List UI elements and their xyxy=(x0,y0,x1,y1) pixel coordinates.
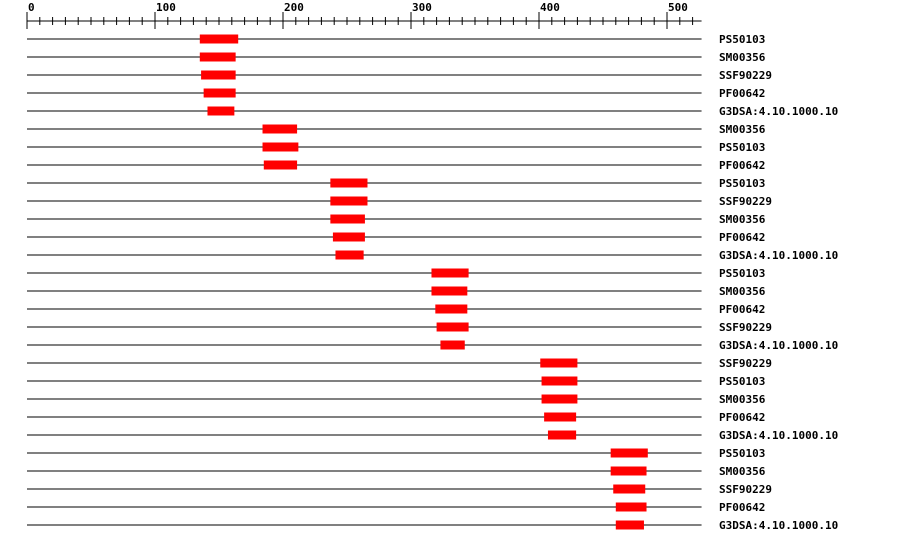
domain-row: PS50103 xyxy=(27,177,765,190)
domain-row: SSF90229 xyxy=(27,321,772,334)
domain-row: G3DSA:4.10.1000.10 xyxy=(27,339,838,352)
domain-row: PS50103 xyxy=(27,267,765,280)
domain-row: PF00642 xyxy=(27,303,765,316)
domain-label: PS50103 xyxy=(719,177,765,190)
domain-label: SM00356 xyxy=(719,51,766,64)
domain-bar xyxy=(431,268,469,278)
domain-bar xyxy=(540,358,578,368)
domain-label: SSF90229 xyxy=(719,195,772,208)
domain-row: SSF90229 xyxy=(27,69,772,82)
domain-label: PF00642 xyxy=(719,159,765,172)
domain-label: SM00356 xyxy=(719,213,766,226)
axis-tick-label: 100 xyxy=(156,1,176,14)
domain-label: PS50103 xyxy=(719,447,765,460)
domain-bar xyxy=(262,142,299,152)
domain-bar xyxy=(615,502,647,512)
domain-row: PF00642 xyxy=(27,87,765,100)
domain-row: PS50103 xyxy=(27,33,765,46)
domain-label: G3DSA:4.10.1000.10 xyxy=(719,429,838,442)
domain-bar xyxy=(610,466,647,476)
domain-row: PS50103 xyxy=(27,447,765,460)
domain-row: PF00642 xyxy=(27,501,765,514)
axis-tick-label: 300 xyxy=(412,1,432,14)
domain-label: PS50103 xyxy=(719,141,765,154)
domain-bar xyxy=(330,214,365,224)
domain-label: PF00642 xyxy=(719,231,765,244)
domain-label: PS50103 xyxy=(719,33,765,46)
domain-bar xyxy=(207,106,235,116)
domain-label: PS50103 xyxy=(719,375,765,388)
domain-label: PF00642 xyxy=(719,501,765,514)
domain-row: SM00356 xyxy=(27,465,766,478)
domain-bar xyxy=(431,286,468,296)
domain-bar xyxy=(330,178,368,188)
domain-bar xyxy=(610,448,648,458)
domain-row: SM00356 xyxy=(27,285,766,298)
axis-tick-label: 200 xyxy=(284,1,304,14)
domain-bar xyxy=(199,34,239,44)
domain-label: SSF90229 xyxy=(719,69,772,82)
domain-bar xyxy=(335,250,364,260)
domain-bar xyxy=(262,124,298,134)
domain-label: G3DSA:4.10.1000.10 xyxy=(719,339,838,352)
domain-row: PS50103 xyxy=(27,375,765,388)
domain-row: G3DSA:4.10.1000.10 xyxy=(27,249,838,262)
domain-label: SSF90229 xyxy=(719,483,772,496)
domain-bar xyxy=(615,520,644,530)
domain-row: SM00356 xyxy=(27,51,766,64)
domain-bar xyxy=(199,52,236,62)
domain-bar xyxy=(547,430,577,440)
domain-label: SM00356 xyxy=(719,285,766,298)
domain-label: PF00642 xyxy=(719,303,765,316)
domain-bar xyxy=(541,394,578,404)
domain-row: PF00642 xyxy=(27,159,765,172)
domain-row: SM00356 xyxy=(27,393,766,406)
domain-bar xyxy=(263,160,298,170)
domain-row: PF00642 xyxy=(27,231,765,244)
domain-row: G3DSA:4.10.1000.10 xyxy=(27,429,838,442)
domain-label: SSF90229 xyxy=(719,321,772,334)
domain-label: SSF90229 xyxy=(719,357,772,370)
domain-row: SM00356 xyxy=(27,213,766,226)
domain-bar xyxy=(332,232,365,242)
domain-bar xyxy=(541,376,578,386)
domain-label: SM00356 xyxy=(719,123,766,136)
domain-label: G3DSA:4.10.1000.10 xyxy=(719,519,838,532)
domain-label: PF00642 xyxy=(719,87,765,100)
axis-tick-label: 400 xyxy=(540,1,560,14)
axis-tick-label: 500 xyxy=(668,1,688,14)
domain-label: SM00356 xyxy=(719,393,766,406)
domain-bar xyxy=(435,304,468,314)
domain-label: PF00642 xyxy=(719,411,765,424)
domain-bar xyxy=(613,484,646,494)
axis-tick-label: 0 xyxy=(28,1,35,14)
domain-bar xyxy=(544,412,577,422)
domain-bar xyxy=(203,88,236,98)
domain-row: G3DSA:4.10.1000.10 xyxy=(27,519,838,532)
domain-label: G3DSA:4.10.1000.10 xyxy=(719,249,838,262)
domain-bar xyxy=(440,340,465,350)
domain-row: G3DSA:4.10.1000.10 xyxy=(27,105,838,118)
domain-label: PS50103 xyxy=(719,267,765,280)
domain-row: SSF90229 xyxy=(27,195,772,208)
domain-bar xyxy=(436,322,469,332)
domain-row: PS50103 xyxy=(27,141,765,154)
domain-label: G3DSA:4.10.1000.10 xyxy=(719,105,838,118)
domain-bar xyxy=(201,70,236,80)
domain-row: SSF90229 xyxy=(27,483,772,496)
domain-label: SM00356 xyxy=(719,465,766,478)
domain-row: PF00642 xyxy=(27,411,765,424)
domain-row: SM00356 xyxy=(27,123,766,136)
domain-row: SSF90229 xyxy=(27,357,772,370)
domain-bar xyxy=(330,196,368,206)
